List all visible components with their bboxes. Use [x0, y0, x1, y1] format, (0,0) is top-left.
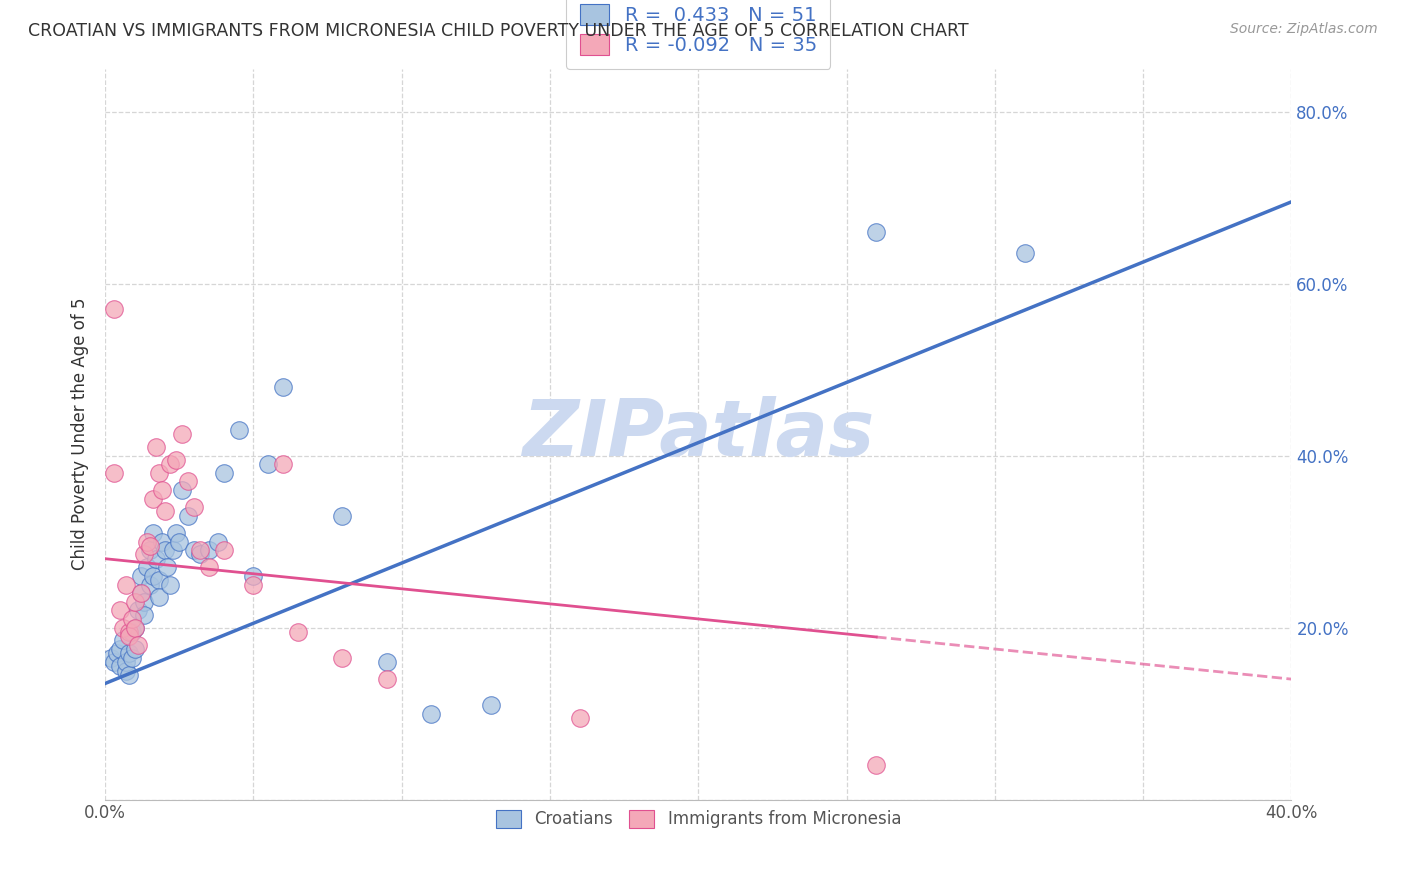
Point	[177, 475, 200, 489]
Point	[188, 548, 211, 562]
Point	[183, 500, 205, 515]
Point	[103, 655, 125, 669]
Point	[207, 534, 229, 549]
Point	[121, 624, 143, 639]
Point	[135, 560, 157, 574]
Point	[375, 672, 398, 686]
Point	[105, 646, 128, 660]
Point	[111, 621, 134, 635]
Point	[162, 543, 184, 558]
Point	[172, 483, 194, 497]
Point	[142, 491, 165, 506]
Point	[148, 573, 170, 587]
Point	[865, 225, 887, 239]
Point	[118, 624, 141, 639]
Point	[132, 548, 155, 562]
Point	[172, 427, 194, 442]
Point	[127, 603, 149, 617]
Point	[148, 466, 170, 480]
Point	[159, 577, 181, 591]
Point	[212, 543, 235, 558]
Point	[142, 569, 165, 583]
Point	[287, 624, 309, 639]
Point	[145, 440, 167, 454]
Point	[1014, 246, 1036, 260]
Point	[183, 543, 205, 558]
Point	[132, 595, 155, 609]
Point	[271, 380, 294, 394]
Point	[129, 569, 152, 583]
Point	[115, 655, 138, 669]
Point	[121, 650, 143, 665]
Point	[127, 638, 149, 652]
Point	[332, 508, 354, 523]
Point	[479, 698, 502, 712]
Point	[124, 621, 146, 635]
Point	[188, 543, 211, 558]
Point	[153, 504, 176, 518]
Point	[271, 457, 294, 471]
Point	[100, 650, 122, 665]
Point	[153, 543, 176, 558]
Point	[148, 591, 170, 605]
Point	[242, 577, 264, 591]
Point	[108, 659, 131, 673]
Point	[115, 577, 138, 591]
Point	[156, 560, 179, 574]
Point	[124, 642, 146, 657]
Point	[129, 586, 152, 600]
Point	[169, 534, 191, 549]
Point	[375, 655, 398, 669]
Point	[332, 650, 354, 665]
Legend: Croatians, Immigrants from Micronesia: Croatians, Immigrants from Micronesia	[489, 803, 908, 835]
Point	[198, 543, 221, 558]
Point	[257, 457, 280, 471]
Point	[111, 633, 134, 648]
Point	[159, 457, 181, 471]
Point	[138, 539, 160, 553]
Point	[198, 560, 221, 574]
Point	[108, 603, 131, 617]
Y-axis label: Child Poverty Under the Age of 5: Child Poverty Under the Age of 5	[72, 298, 89, 570]
Point	[118, 668, 141, 682]
Point	[177, 508, 200, 523]
Point	[118, 646, 141, 660]
Point	[865, 758, 887, 772]
Point	[165, 525, 187, 540]
Text: CROATIAN VS IMMIGRANTS FROM MICRONESIA CHILD POVERTY UNDER THE AGE OF 5 CORRELAT: CROATIAN VS IMMIGRANTS FROM MICRONESIA C…	[28, 22, 969, 40]
Point	[420, 706, 443, 721]
Point	[132, 607, 155, 622]
Point	[242, 569, 264, 583]
Point	[129, 586, 152, 600]
Text: Source: ZipAtlas.com: Source: ZipAtlas.com	[1230, 22, 1378, 37]
Point	[212, 466, 235, 480]
Point	[150, 534, 173, 549]
Point	[108, 642, 131, 657]
Point	[228, 423, 250, 437]
Point	[118, 629, 141, 643]
Point	[138, 577, 160, 591]
Point	[103, 302, 125, 317]
Point	[124, 595, 146, 609]
Point	[142, 525, 165, 540]
Point	[568, 711, 591, 725]
Point	[150, 483, 173, 497]
Point	[145, 551, 167, 566]
Point	[115, 664, 138, 678]
Point	[165, 452, 187, 467]
Point	[124, 621, 146, 635]
Text: ZIPatlas: ZIPatlas	[522, 396, 875, 472]
Point	[103, 466, 125, 480]
Point	[135, 534, 157, 549]
Point	[121, 612, 143, 626]
Point	[138, 543, 160, 558]
